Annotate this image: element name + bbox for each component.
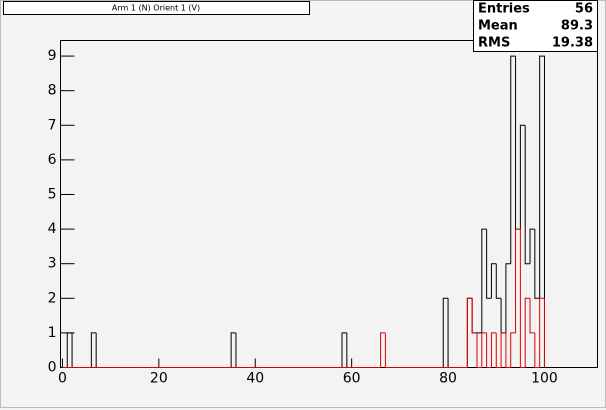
y-tick-label: 0 <box>48 360 57 376</box>
histogram-bin <box>534 229 540 299</box>
histogram-bin <box>534 332 540 368</box>
histogram-bin <box>442 297 449 368</box>
histogram-bin <box>346 332 352 368</box>
histogram-bin <box>486 332 492 368</box>
histogram-bin <box>539 55 545 368</box>
histogram-bin <box>510 55 516 264</box>
x-tick-label: 20 <box>150 371 168 387</box>
histogram-bin <box>490 332 497 368</box>
y-tick-label: 6 <box>48 152 57 168</box>
y-tick-label: 1 <box>48 325 57 341</box>
stats-value: 19.38 <box>552 36 593 51</box>
y-tick-label: 8 <box>48 83 57 99</box>
histogram-bin <box>519 124 526 230</box>
histogram-bin <box>505 263 511 333</box>
histogram-bin <box>495 332 502 368</box>
x-tick-label: 60 <box>343 371 361 387</box>
x-tick-label: 40 <box>246 371 264 387</box>
histogram-bin <box>515 56 521 230</box>
histogram-bin <box>384 332 391 368</box>
histogram-bin <box>539 297 545 368</box>
stats-box <box>473 0 598 52</box>
histogram-bin <box>481 332 487 368</box>
x-tick-label: 80 <box>439 371 457 387</box>
histogram-bin <box>519 229 526 368</box>
histogram-bin <box>471 298 477 334</box>
y-tick-label: 7 <box>48 117 57 133</box>
histogram-bin <box>524 125 531 265</box>
stats-value: 89.3 <box>561 19 593 34</box>
histogram-bin <box>505 332 511 368</box>
histogram-bin <box>230 332 236 368</box>
stats-label: Mean <box>478 19 518 34</box>
histogram-bin <box>466 297 473 368</box>
stats-value: 56 <box>575 2 593 17</box>
stats-label: RMS <box>478 36 510 51</box>
histogram-bin <box>235 332 241 368</box>
y-tick-label: 9 <box>48 48 57 64</box>
y-tick-label: 5 <box>48 186 57 202</box>
histogram-bin <box>486 229 492 299</box>
histogram-bin <box>529 228 535 264</box>
y-tick-label: 2 <box>48 290 57 306</box>
histogram-bin <box>495 263 502 299</box>
histogram-bin <box>515 228 521 333</box>
histogram-bin <box>481 228 487 333</box>
y-tick-label: 4 <box>48 221 57 237</box>
y-tick-label: 3 <box>48 256 57 272</box>
histogram-bin <box>66 332 73 368</box>
stats-label: Entries <box>478 2 530 17</box>
histogram-bin <box>529 298 535 334</box>
histogram-bin <box>341 332 347 368</box>
histogram-bin <box>476 332 482 368</box>
histogram-bin <box>500 298 506 334</box>
histogram-bin <box>471 298 477 334</box>
histogram-bin <box>510 332 516 368</box>
title-box <box>3 1 310 15</box>
histogram-bin <box>490 263 497 299</box>
histogram-bin <box>95 332 101 368</box>
x-tick-label: 100 <box>531 371 558 387</box>
histogram-bin <box>524 297 531 368</box>
histogram-bin <box>466 297 473 368</box>
frame <box>60 40 598 368</box>
x-tick-label: 0 <box>58 371 67 387</box>
histogram-bin <box>380 332 386 368</box>
histogram-bin <box>71 332 77 368</box>
title: Arm 1 (N) Orient 1 (V) <box>112 4 200 13</box>
histogram-bin <box>90 332 97 368</box>
histogram-bin <box>447 298 453 368</box>
histogram-bin <box>500 332 506 368</box>
